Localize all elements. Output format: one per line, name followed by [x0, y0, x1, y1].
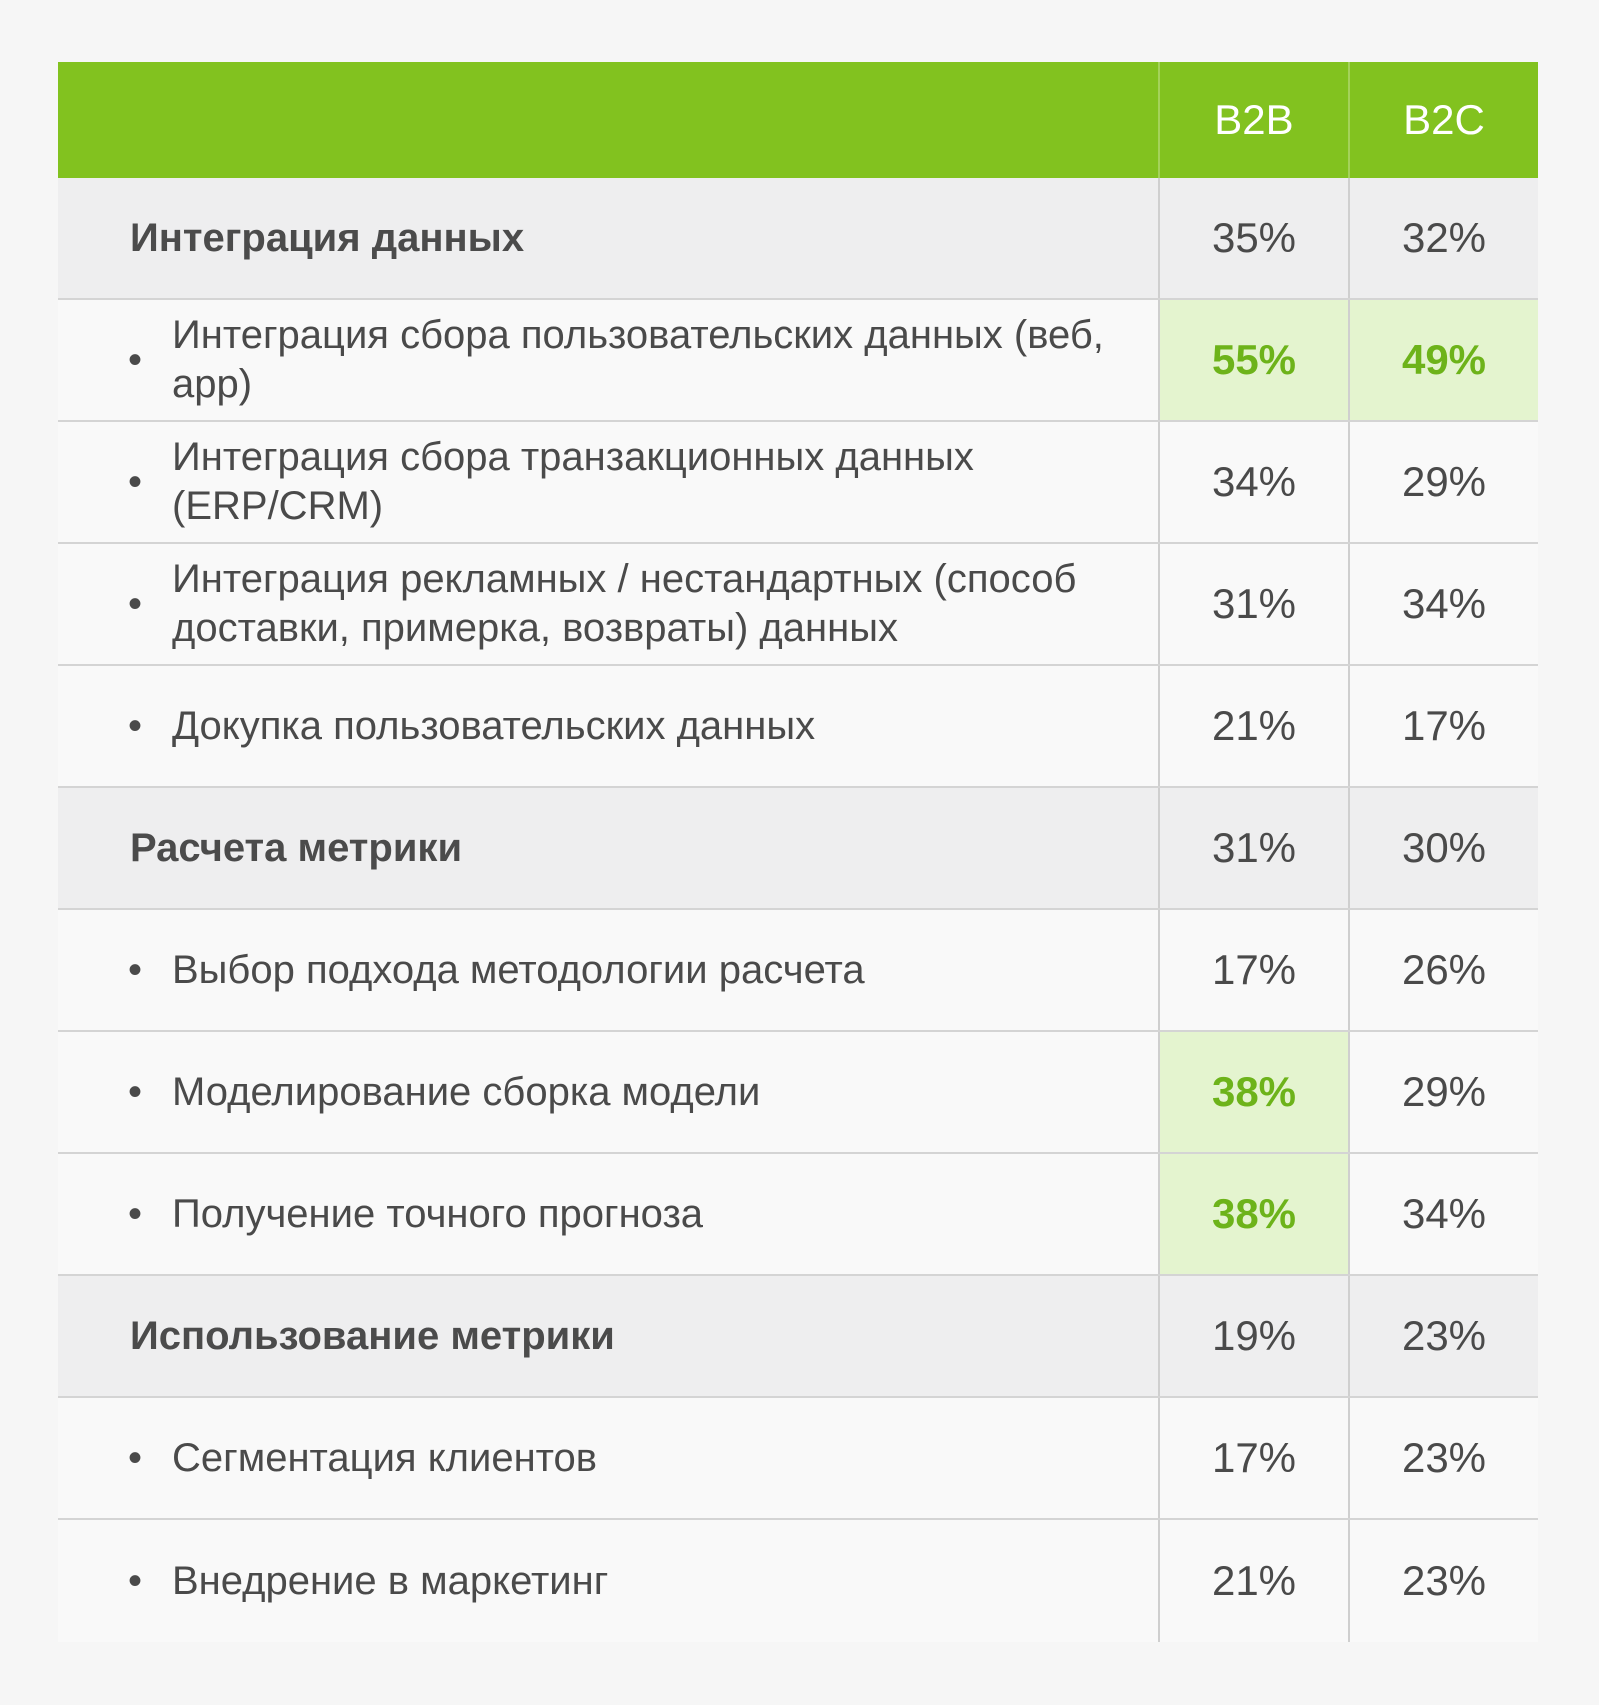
table-row: • Докупка пользовательских данных 21% 17% — [58, 666, 1538, 788]
table-row: • Внедрение в маркетинг 21% 23% — [58, 1520, 1538, 1642]
b2b-value: 21% — [1158, 666, 1348, 786]
b2b-value: 34% — [1158, 422, 1348, 542]
row-label: Моделирование сборка модели — [172, 1069, 761, 1114]
row-label: Интеграция сбора пользовательских данных… — [172, 313, 1104, 406]
row-label: Интеграция сбора транзакционных данных (… — [172, 435, 974, 528]
bullet-icon: • — [128, 1558, 143, 1603]
bullet-icon: • — [128, 581, 143, 626]
b2c-value: 32% — [1348, 178, 1538, 298]
table-row: • Выбор подхода методологии расчета 17% 26% — [58, 910, 1538, 1032]
b2c-value: 49% — [1348, 300, 1538, 420]
row-label: Получение точного прогноза — [172, 1191, 704, 1236]
table-row: • Интеграция рекламных / нестандартных (с… — [58, 544, 1538, 666]
row-label-cell: • Интеграция сбора пользовательских данны… — [58, 300, 1158, 420]
b2b-value: 55% — [1158, 300, 1348, 420]
row-label: Интеграция рекламных / нестандартных (сп… — [172, 557, 1077, 650]
bullet-icon: • — [128, 1191, 143, 1236]
b2b-value: 21% — [1158, 1520, 1348, 1642]
b2b-value: 31% — [1158, 788, 1348, 908]
b2c-value: 23% — [1348, 1276, 1538, 1396]
b2c-value: 26% — [1348, 910, 1538, 1030]
row-label-cell: • Внедрение в маркетинг — [58, 1520, 1158, 1642]
row-label-cell: • Выбор подхода методологии расчета — [58, 910, 1158, 1030]
row-label: Сегментация клиентов — [172, 1435, 598, 1480]
table-row: • Сегментация клиентов 17% 23% — [58, 1398, 1538, 1520]
comparison-table: B2B B2C Интеграция данных 35% 32% • Интеграц… — [58, 62, 1538, 1642]
row-label-cell: Расчета метрики — [58, 788, 1158, 908]
row-label-cell: • Моделирование сборка модели — [58, 1032, 1158, 1152]
row-label-cell: • Интеграция рекламных / нестандартных (с… — [58, 544, 1158, 664]
b2c-value: 29% — [1348, 1032, 1538, 1152]
table-group-row: Интеграция данных 35% 32% — [58, 178, 1538, 300]
bullet-icon: • — [128, 947, 143, 992]
row-label: Использование метрики — [130, 1313, 615, 1358]
header-b2c: B2C — [1348, 62, 1538, 178]
b2b-value: 31% — [1158, 544, 1348, 664]
header-label-cell — [58, 62, 1158, 178]
b2c-value: 23% — [1348, 1398, 1538, 1518]
table-row: • Получение точного прогноза 38% 34% — [58, 1154, 1538, 1276]
bullet-icon: • — [128, 1435, 143, 1480]
b2b-value: 17% — [1158, 910, 1348, 1030]
row-label-cell: • Докупка пользовательских данных — [58, 666, 1158, 786]
table-header: B2B B2C — [58, 62, 1538, 178]
header-b2b: B2B — [1158, 62, 1348, 178]
row-label-cell: • Интеграция сбора транзакционных данных … — [58, 422, 1158, 542]
table-body: Интеграция данных 35% 32% • Интеграция сбора… — [58, 178, 1538, 1642]
table-row: • Интеграция сбора пользовательских данны… — [58, 300, 1538, 422]
row-label: Внедрение в маркетинг — [172, 1558, 609, 1603]
row-label-cell: Использование метрики — [58, 1276, 1158, 1396]
row-label: Расчета метрики — [130, 825, 463, 870]
b2c-value: 30% — [1348, 788, 1538, 908]
b2b-value: 38% — [1158, 1032, 1348, 1152]
row-label: Выбор подхода методологии расчета — [172, 947, 865, 992]
table-row: • Моделирование сборка модели 38% 29% — [58, 1032, 1538, 1154]
row-label: Интеграция данных — [130, 215, 525, 260]
b2c-value: 34% — [1348, 1154, 1538, 1274]
table-group-row: Использование метрики 19% 23% — [58, 1276, 1538, 1398]
b2b-value: 19% — [1158, 1276, 1348, 1396]
bullet-icon: • — [128, 337, 143, 382]
row-label-cell: • Получение точного прогноза — [58, 1154, 1158, 1274]
row-label-cell: Интеграция данных — [58, 178, 1158, 298]
bullet-icon: • — [128, 703, 143, 748]
table-group-row: Расчета метрики 31% 30% — [58, 788, 1538, 910]
row-label: Докупка пользовательских данных — [172, 703, 816, 748]
table-row: • Интеграция сбора транзакционных данных … — [58, 422, 1538, 544]
b2b-value: 38% — [1158, 1154, 1348, 1274]
b2c-value: 29% — [1348, 422, 1538, 542]
b2c-value: 17% — [1348, 666, 1538, 786]
row-label-cell: • Сегментация клиентов — [58, 1398, 1158, 1518]
bullet-icon: • — [128, 1069, 143, 1114]
b2c-value: 34% — [1348, 544, 1538, 664]
bullet-icon: • — [128, 459, 143, 504]
b2b-value: 17% — [1158, 1398, 1348, 1518]
b2c-value: 23% — [1348, 1520, 1538, 1642]
b2b-value: 35% — [1158, 178, 1348, 298]
